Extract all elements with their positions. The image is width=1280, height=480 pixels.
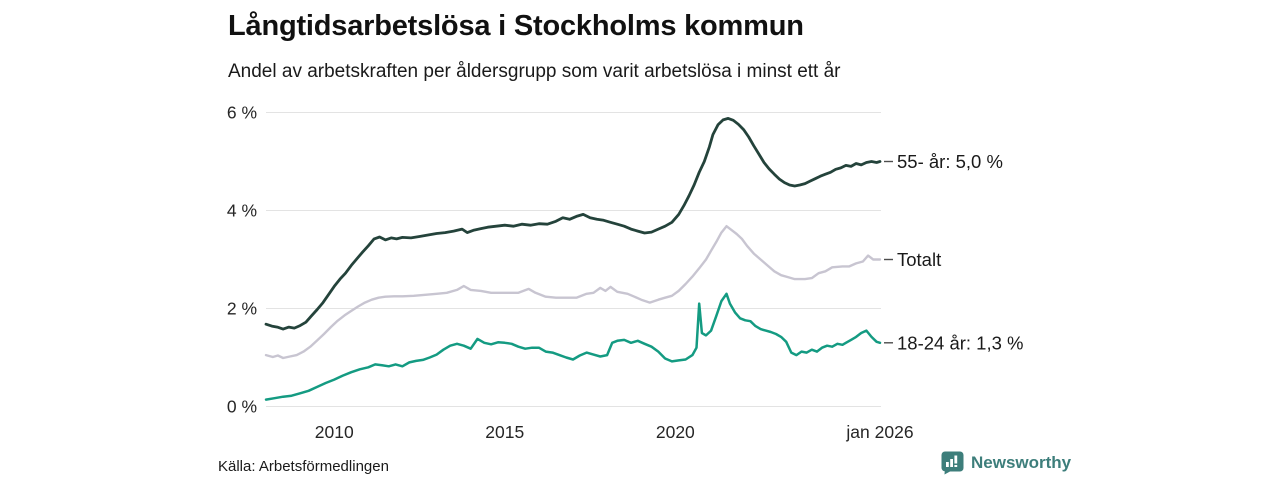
series-line-18-24 år bbox=[264, 292, 882, 401]
y-tick-label: 6 % bbox=[227, 103, 257, 123]
x-tick-label: 2020 bbox=[656, 422, 695, 442]
y-tick-label: 0 % bbox=[227, 397, 257, 417]
series-end-label: 18-24 år: 1,3 % bbox=[897, 332, 1024, 353]
y-tick-label: 4 % bbox=[227, 201, 257, 221]
series-line-Totalt bbox=[264, 224, 882, 360]
source-note: Källa: Arbetsförmedlingen bbox=[218, 458, 389, 475]
chart-subtitle: Andel av arbetskraften per åldersgrupp s… bbox=[228, 61, 841, 82]
newsworthy-logo-icon bbox=[941, 451, 964, 475]
x-tick-label: jan 2026 bbox=[845, 422, 913, 442]
series-end-label: 55- år: 5,0 % bbox=[897, 151, 1003, 172]
x-tick-label: 2015 bbox=[485, 422, 524, 442]
y-tick-label: 2 % bbox=[227, 299, 257, 319]
page-title: Långtidsarbetslösa i Stockholms kommun bbox=[228, 10, 804, 42]
series-line-55- år bbox=[264, 117, 882, 331]
newsworthy-wordmark: Newsworthy bbox=[971, 453, 1072, 472]
series-end-label: Totalt bbox=[897, 249, 941, 270]
newsworthy-brand: Newsworthy bbox=[941, 451, 1071, 475]
x-tick-label: 2010 bbox=[315, 422, 354, 442]
